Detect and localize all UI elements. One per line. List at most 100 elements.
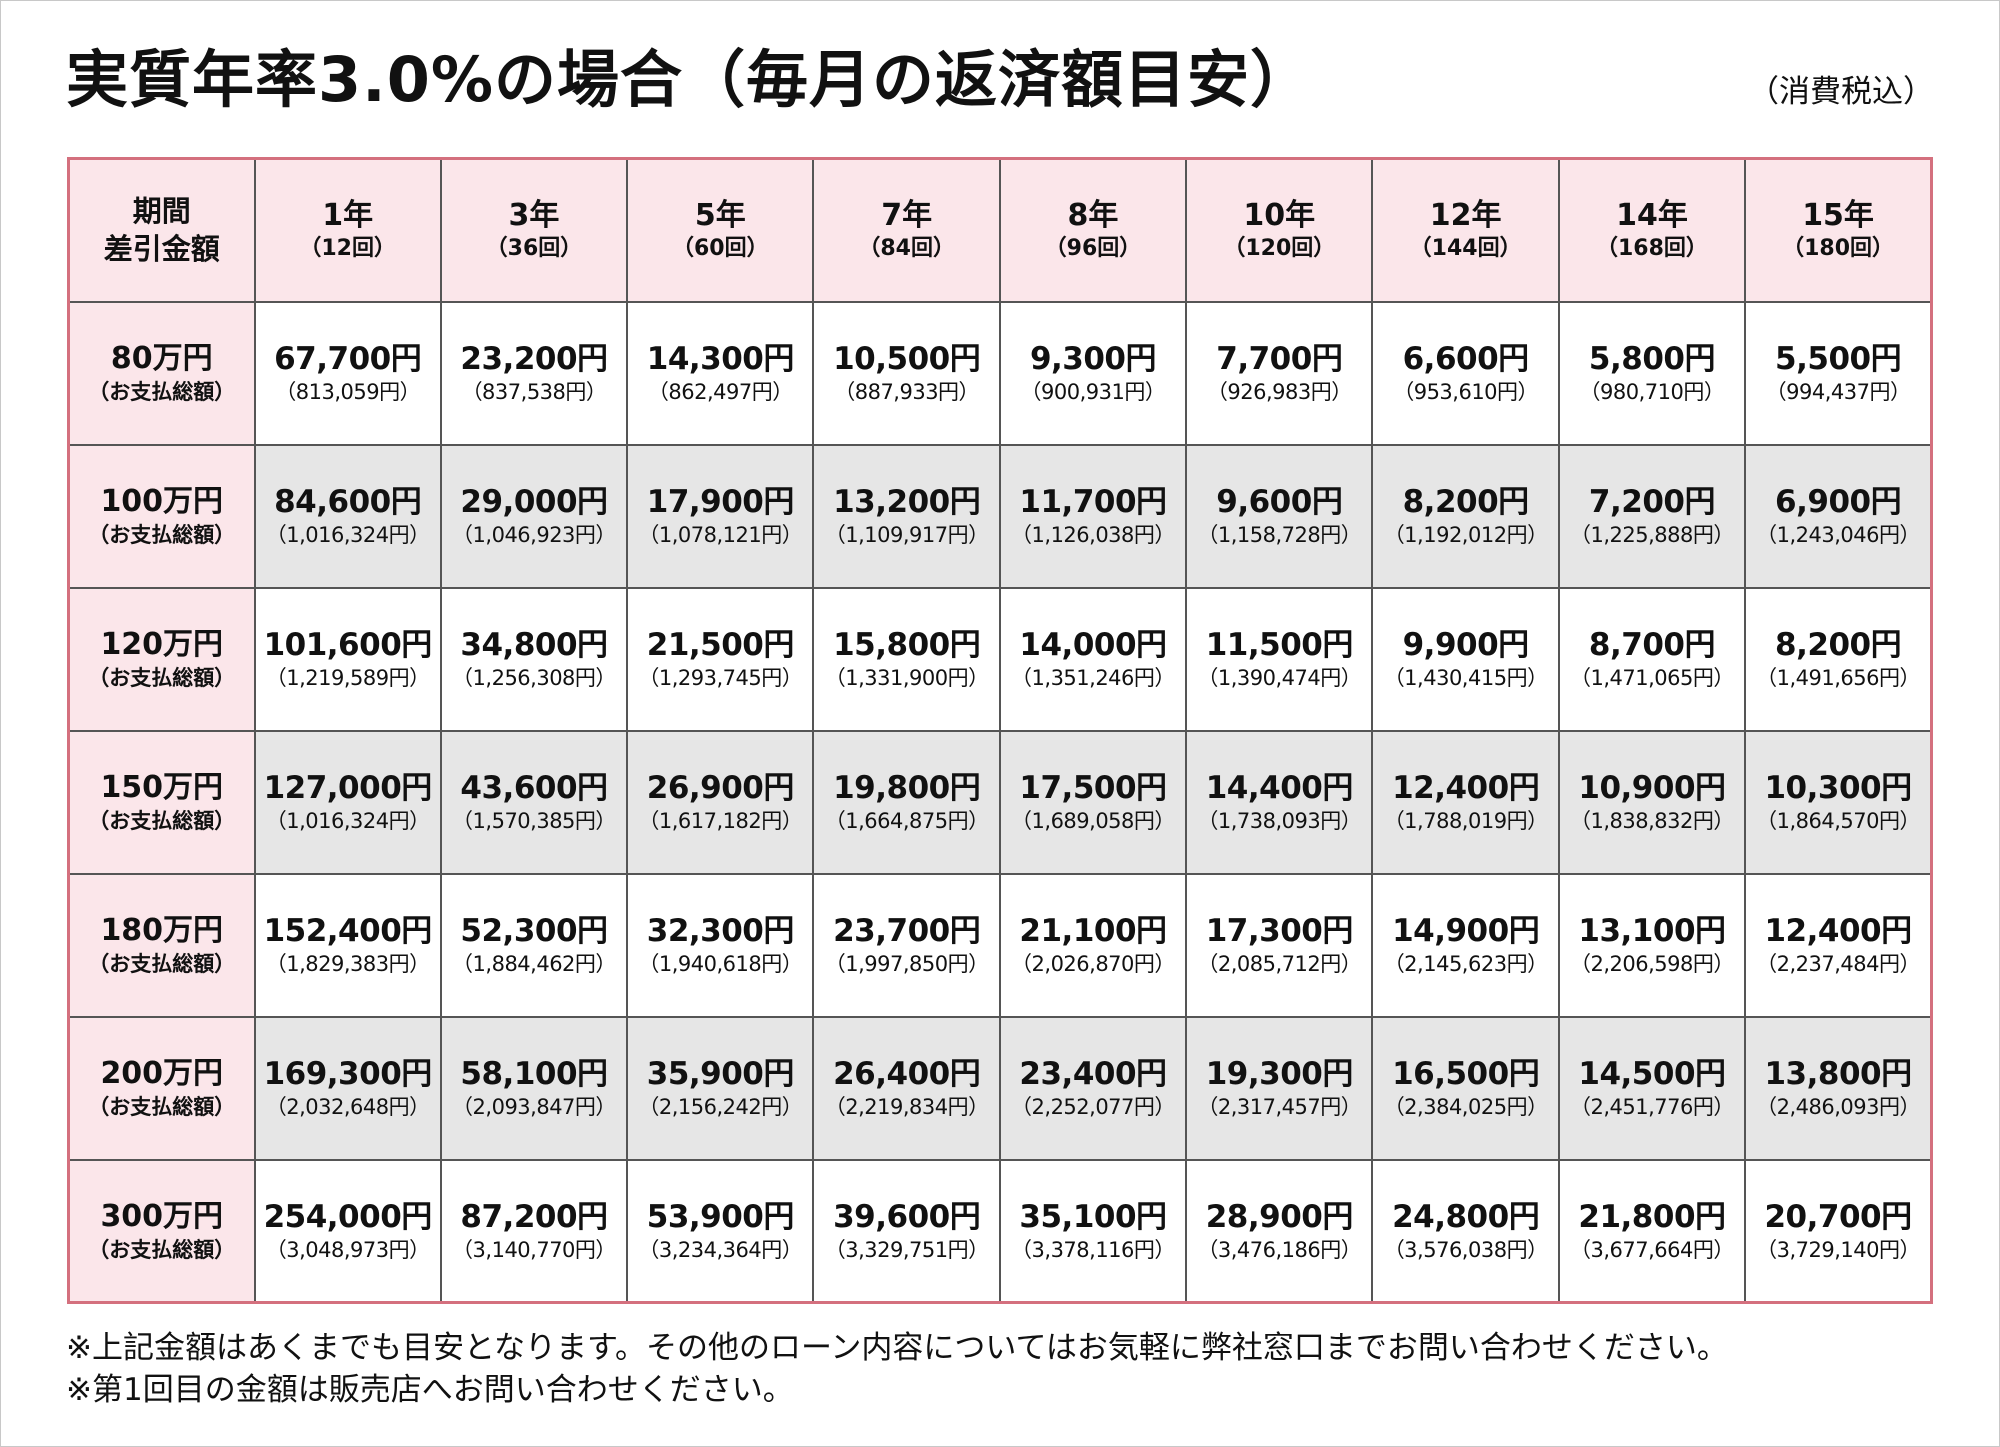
total-payment: （1,192,012円）: [1383, 523, 1548, 547]
monthly-payment: 87,200円: [460, 1198, 608, 1235]
payment-cell: 13,200円 （1,109,917円）: [812, 443, 1001, 589]
total-payment-label: （お支払総額）: [88, 523, 236, 547]
monthly-payment: 19,300円: [1205, 1056, 1354, 1092]
total-payment: （1,016,324円）: [265, 809, 430, 833]
tax-note: （消費税込）: [1748, 74, 1934, 110]
period-year: 12年: [1429, 198, 1502, 234]
total-payment: （1,126,038円）: [1011, 523, 1175, 547]
payment-cell: 26,400円 （2,219,834円）: [812, 1015, 1001, 1161]
total-payment-label: （お支払総額）: [88, 1095, 236, 1119]
monthly-payment: 15,800円: [833, 627, 981, 663]
payment-cell: 9,300円 （900,931円）: [998, 300, 1188, 446]
monthly-payment: 10,900円: [1578, 770, 1726, 806]
monthly-payment: 254,000円: [263, 1198, 433, 1235]
payment-cell: 35,100円 （3,378,116円）: [998, 1158, 1188, 1304]
table-row: 300万円 （お支払総額） 254,000円 （3,048,973円） 87,200円（…: [67, 1158, 1933, 1304]
period-header: 15年 （180回）: [1744, 157, 1933, 303]
payment-cell: 19,300円 （2,317,457円）: [1185, 1015, 1374, 1161]
period-header: 8年 （96回）: [998, 157, 1188, 303]
loan-amount: 200万円: [100, 1056, 224, 1091]
monthly-payment: 24,800円: [1392, 1198, 1540, 1235]
period-header: 3年 （36回）: [439, 157, 629, 303]
payment-cell: 14,900円 （2,145,623円）: [1371, 872, 1560, 1018]
monthly-payment: 14,500円: [1578, 1056, 1726, 1092]
loan-amount-cell: 150万円 （お支払総額）: [67, 729, 256, 875]
total-payment: （3,329,751円）: [824, 1237, 989, 1262]
payment-cell: 14,500円 （2,451,776円）: [1557, 1015, 1747, 1161]
loan-amount: 120万円: [100, 627, 224, 662]
total-payment-label: （お支払総額）: [88, 1237, 236, 1262]
monthly-payment: 16,500円: [1392, 1056, 1540, 1092]
total-payment: （980,710円）: [1579, 380, 1725, 404]
total-payment: （3,140,770円）: [452, 1237, 616, 1262]
total-payment: （900,931円）: [1020, 380, 1166, 404]
payment-cell: 254,000円 （3,048,973円）: [253, 1158, 442, 1304]
payment-cell: 8,200円 （1,192,012円）: [1371, 443, 1560, 589]
total-payment: （3,048,973円）: [265, 1237, 430, 1262]
monthly-payment: 35,900円: [646, 1056, 795, 1092]
total-payment: （2,451,776円）: [1570, 1095, 1734, 1119]
monthly-payment: 28,900円: [1205, 1198, 1354, 1235]
period-year: 8年: [1067, 198, 1119, 234]
table-row: 100万円 （お支払総額） 84,600円 （1,016,324円） 29,000円 （1…: [67, 443, 1933, 589]
loan-amount-cell: 300万円 （お支払総額）: [67, 1158, 256, 1304]
monthly-payment: 23,700円: [833, 913, 981, 949]
monthly-payment: 11,700円: [1019, 484, 1167, 520]
total-payment-label: （お支払総額）: [88, 380, 236, 404]
total-payment: （1,864,570円）: [1756, 809, 1920, 833]
payment-cell: 101,600円 （1,219,589円）: [253, 586, 442, 732]
period-payment-count: （12回）: [299, 236, 396, 262]
total-payment: （2,156,242円）: [638, 1095, 803, 1119]
payment-cell: 14,300円 （862,497円）: [626, 300, 815, 446]
table-row: 80万円 （お支払総額） 67,700円 （813,059円） 23,200円 （837,…: [67, 300, 1933, 446]
total-payment: （1,838,832円）: [1570, 809, 1734, 833]
monthly-payment: 58,100円: [460, 1056, 608, 1092]
monthly-payment: 14,900円: [1392, 913, 1540, 949]
total-payment: （887,933円）: [834, 380, 980, 404]
monthly-payment: 8,200円: [1402, 484, 1530, 520]
payment-cell: 26,900円 （1,617,182円）: [626, 729, 815, 875]
monthly-payment: 6,900円: [1775, 484, 1902, 520]
monthly-payment: 35,100円: [1019, 1198, 1167, 1235]
monthly-payment: 5,500円: [1775, 341, 1902, 377]
monthly-payment: 14,300円: [646, 341, 795, 377]
total-payment: （3,677,664円）: [1570, 1237, 1734, 1262]
payment-cell: 34,800円 （1,256,308円）: [439, 586, 629, 732]
total-payment: （2,085,712円）: [1197, 952, 1362, 976]
payment-cell: 13,800円 （2,486,093円）: [1744, 1015, 1933, 1161]
total-payment: （2,219,834円）: [824, 1095, 989, 1119]
monthly-payment: 8,700円: [1588, 627, 1716, 663]
total-payment: （1,471,065円）: [1570, 666, 1734, 690]
total-payment: （2,486,093円）: [1756, 1095, 1920, 1119]
loan-amount-cell: 200万円 （お支払総額）: [67, 1015, 256, 1161]
monthly-payment: 17,900円: [646, 484, 795, 520]
payment-cell: 19,800円 （1,664,875円）: [812, 729, 1001, 875]
monthly-payment: 8,200円: [1775, 627, 1902, 663]
total-payment: （1,158,728円）: [1197, 523, 1362, 547]
period-payment-count: （84回）: [858, 236, 955, 262]
total-payment: （1,293,745円）: [638, 666, 803, 690]
payment-cell: 5,500円 （994,437円）: [1744, 300, 1933, 446]
period-header: 7年 （84回）: [812, 157, 1001, 303]
period-payment-count: （144回）: [1409, 236, 1522, 262]
payment-cell: 10,500円 （887,933円）: [812, 300, 1001, 446]
payment-cell: 14,400円 （1,738,093円）: [1185, 729, 1374, 875]
period-payment-count: （36回）: [485, 236, 583, 262]
total-payment: （2,206,598円）: [1570, 952, 1734, 976]
payment-cell: 14,000円 （1,351,246円）: [998, 586, 1188, 732]
payment-cell: 28,900円 （3,476,186円）: [1185, 1158, 1374, 1304]
total-payment: （1,570,385円）: [452, 809, 616, 833]
total-payment: （1,664,875円）: [824, 809, 989, 833]
monthly-payment: 17,300円: [1205, 913, 1354, 949]
monthly-payment: 11,500円: [1205, 627, 1354, 663]
monthly-payment: 7,200円: [1588, 484, 1716, 520]
loan-amount: 150万円: [100, 770, 224, 805]
payment-cell: 9,600円 （1,158,728円）: [1185, 443, 1374, 589]
period-payment-count: （96回）: [1044, 236, 1142, 262]
total-payment: （837,538円）: [461, 380, 607, 404]
monthly-payment: 6,600円: [1402, 341, 1530, 377]
total-payment: （1,738,093円）: [1197, 809, 1362, 833]
payment-cell: 67,700円 （813,059円）: [253, 300, 442, 446]
total-payment: （862,497円）: [647, 380, 793, 404]
monthly-payment: 9,600円: [1216, 484, 1343, 520]
